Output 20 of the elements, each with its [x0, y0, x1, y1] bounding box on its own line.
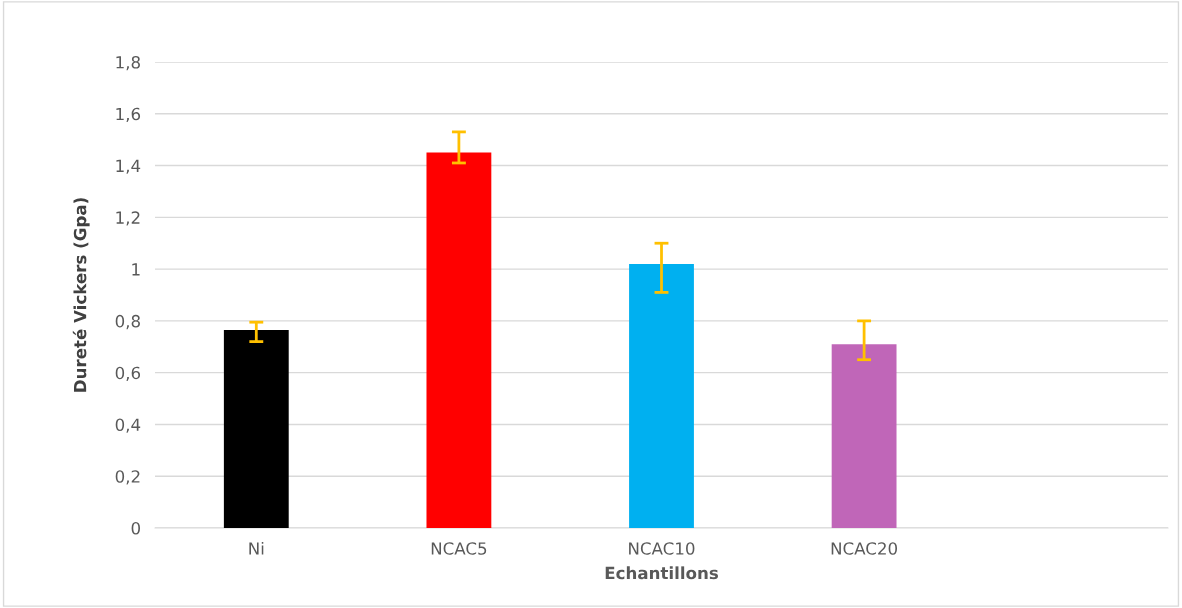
y-tick-label: 0	[131, 521, 140, 535]
x-tick-label: Ni	[249, 541, 264, 555]
y-tick-label: 1,2	[116, 211, 140, 226]
bar	[629, 263, 694, 528]
x-axis-title: Echantillons	[605, 566, 718, 580]
bar	[223, 329, 289, 528]
x-tick-label: NCAC10	[629, 542, 695, 555]
y-tick-label: 1,6	[116, 107, 141, 123]
y-tick-label: 0,6	[115, 366, 141, 381]
y-tick-label: 1,8	[116, 55, 140, 71]
y-axis-title: Dureté Vickers (Gpa)	[72, 198, 90, 392]
y-tick-label: 1,4	[116, 159, 141, 174]
bar	[831, 344, 897, 528]
x-tick-label: NCAC20	[831, 542, 898, 555]
y-tick-label: 1	[132, 263, 140, 276]
y-tick-label: 0,8	[115, 314, 140, 330]
x-tick-label: NCAC5	[431, 542, 487, 555]
bar	[426, 152, 492, 528]
y-tick-label: 0,2	[115, 470, 140, 485]
y-tick-label: 0,4	[115, 418, 141, 433]
